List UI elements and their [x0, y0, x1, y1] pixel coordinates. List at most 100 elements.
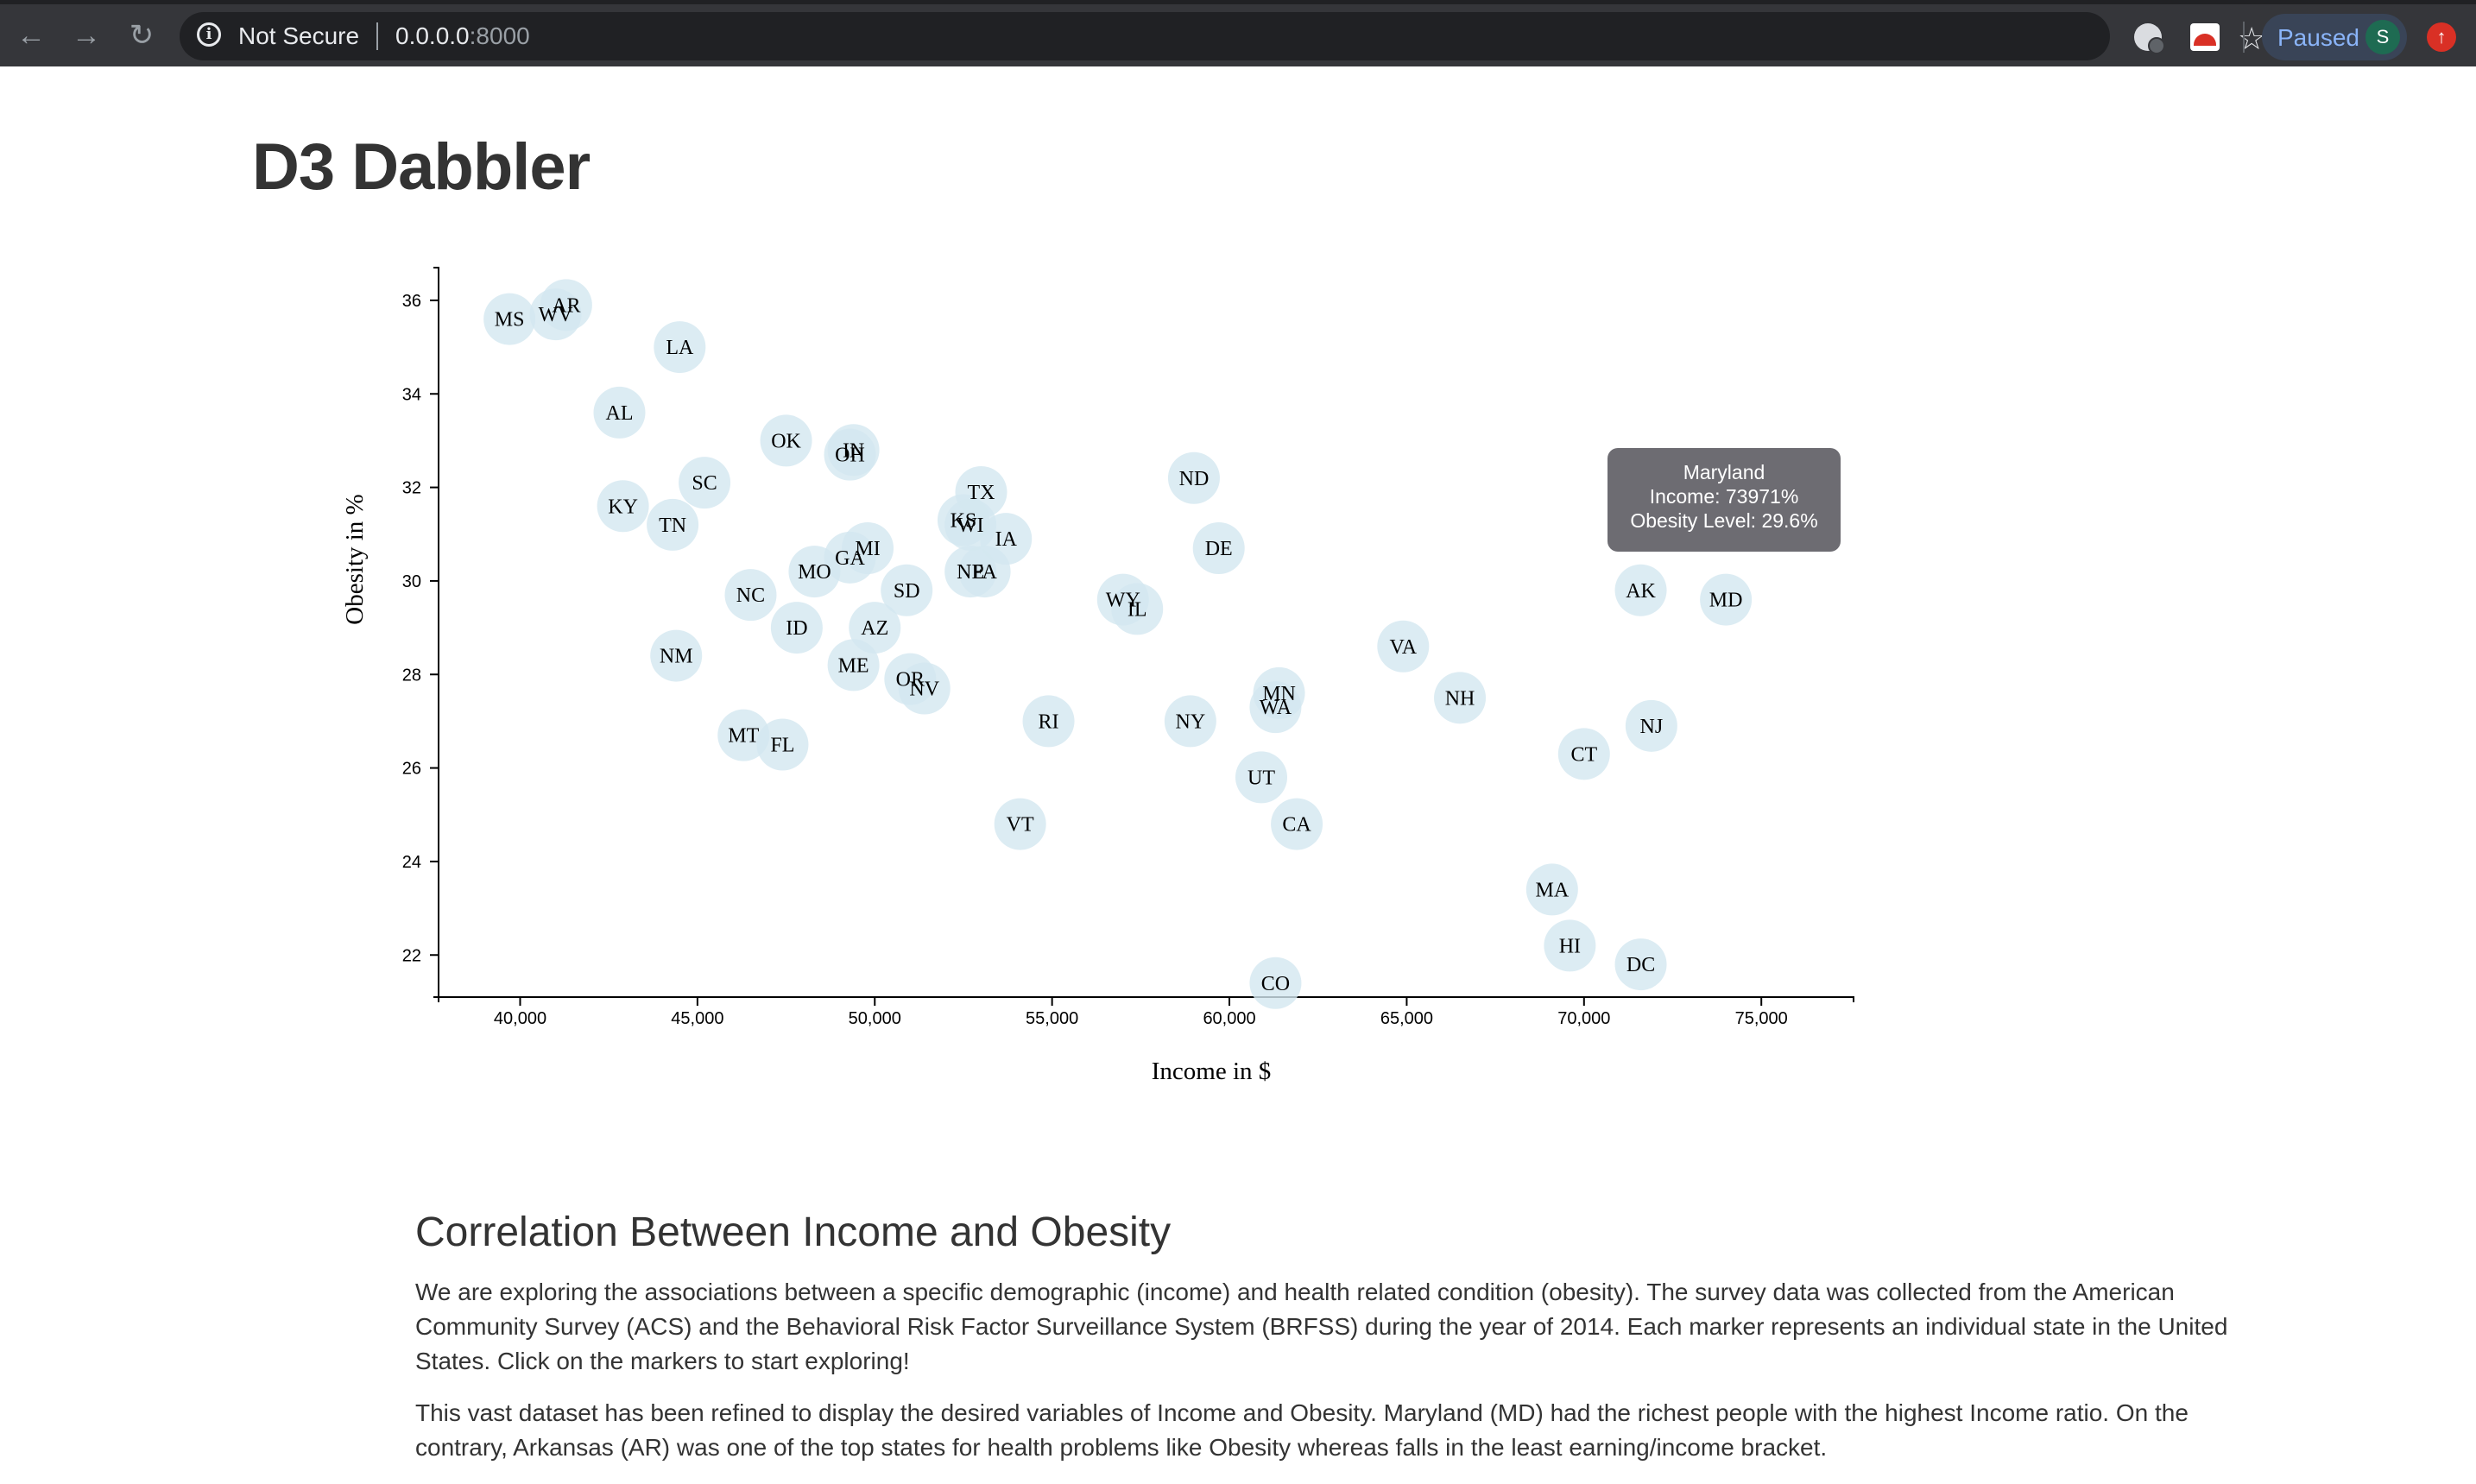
state-label: CO: [1261, 973, 1290, 995]
state-marker[interactable]: [654, 321, 706, 374]
address-bar[interactable]: i Not Secure 0.0.0.0:8000 ☆: [180, 12, 2265, 60]
state-marker[interactable]: [540, 279, 592, 332]
security-label[interactable]: Not Secure: [238, 22, 360, 49]
x-tick-label: 50,000: [849, 1009, 901, 1028]
reload-icon[interactable]: ↻: [129, 19, 155, 52]
state-label: AZ: [861, 617, 888, 640]
profile-button[interactable]: Paused S: [2262, 14, 2407, 60]
state-marker[interactable]: [1192, 522, 1245, 574]
state-marker[interactable]: [881, 564, 933, 616]
x-tick-label: 45,000: [671, 1009, 723, 1028]
state-marker[interactable]: [1525, 863, 1578, 916]
tooltip-state: Maryland: [1683, 461, 1765, 483]
x-tick-label: 60,000: [1203, 1009, 1255, 1028]
state-marker[interactable]: [994, 798, 1046, 850]
back-arrow-icon[interactable]: ←: [16, 18, 46, 52]
y-tick-label: 34: [402, 385, 421, 404]
info-icon[interactable]: i: [197, 22, 221, 47]
state-label: OR: [896, 669, 925, 691]
y-tick-label: 24: [402, 853, 421, 872]
state-label: OH: [835, 445, 865, 467]
state-marker[interactable]: [1614, 938, 1667, 991]
y-tick-label: 36: [402, 292, 421, 311]
state-marker[interactable]: [717, 709, 770, 761]
y-tick-label: 30: [402, 572, 421, 591]
state-marker[interactable]: [1434, 672, 1487, 724]
state-label: ME: [838, 654, 869, 677]
state-label: ND: [1179, 468, 1210, 490]
state-label: DC: [1626, 954, 1655, 976]
state-label: SD: [894, 580, 920, 603]
state-marker[interactable]: [760, 414, 812, 467]
y-axis-line: [433, 267, 439, 998]
state-marker[interactable]: [788, 546, 841, 598]
state-label: MO: [798, 561, 831, 584]
state-marker[interactable]: [650, 629, 703, 682]
x-tick-label: 65,000: [1380, 1009, 1433, 1028]
state-marker[interactable]: [1249, 681, 1302, 734]
state-marker[interactable]: [1111, 583, 1164, 635]
state-marker[interactable]: [756, 718, 809, 771]
state-label: MT: [728, 725, 759, 748]
state-label: LA: [666, 337, 694, 359]
state-label: WY: [1106, 590, 1140, 612]
state-label: DE: [1205, 538, 1233, 560]
state-label: ID: [786, 617, 807, 640]
state-tooltip: Maryland Income: 73971% Obesity Level: 2…: [1608, 448, 1841, 552]
state-label: TN: [659, 515, 686, 537]
extension-icon[interactable]: [2190, 23, 2220, 51]
state-marker[interactable]: [898, 662, 951, 715]
url-port: :8000: [469, 22, 530, 49]
state-label: WI: [957, 515, 984, 537]
extension-icon[interactable]: [2134, 23, 2165, 54]
state-label: AL: [605, 402, 633, 425]
browser-toolbar: ← → ↻ i Not Secure 0.0.0.0:8000 ☆ Paused…: [0, 0, 2476, 66]
state-marker[interactable]: [679, 457, 731, 509]
state-marker[interactable]: [1544, 919, 1596, 972]
state-marker[interactable]: [1167, 452, 1220, 504]
state-label: IL: [1127, 598, 1147, 621]
state-marker[interactable]: [483, 293, 536, 345]
x-tick-label: 75,000: [1735, 1009, 1788, 1028]
state-marker[interactable]: [1625, 699, 1677, 752]
x-tick-label: 40,000: [494, 1009, 546, 1028]
state-marker[interactable]: [1164, 695, 1216, 748]
x-tick-label: 70,000: [1557, 1009, 1610, 1028]
state-marker[interactable]: [1022, 695, 1075, 748]
state-label: MN: [1262, 683, 1296, 705]
state-label: KY: [608, 496, 638, 518]
state-marker[interactable]: [593, 386, 646, 439]
url-text[interactable]: 0.0.0.0:8000: [395, 22, 530, 50]
state-marker[interactable]: [824, 428, 876, 481]
state-marker[interactable]: [1700, 573, 1753, 626]
y-tick-label: 32: [402, 479, 421, 498]
state-label: WA: [1260, 697, 1292, 719]
state-marker[interactable]: [724, 569, 777, 622]
update-arrow-icon[interactable]: ↑: [2427, 22, 2456, 52]
state-marker[interactable]: [1557, 728, 1610, 780]
state-marker[interactable]: [1614, 564, 1667, 616]
state-marker[interactable]: [827, 639, 880, 691]
state-marker[interactable]: [647, 498, 699, 551]
state-marker[interactable]: [1271, 798, 1323, 850]
state-marker[interactable]: [1249, 957, 1302, 1009]
description-paragraph: This vast dataset has been refined to di…: [415, 1399, 2189, 1461]
y-tick-label: 28: [402, 666, 421, 685]
state-marker[interactable]: [958, 546, 1011, 598]
state-marker[interactable]: [597, 480, 649, 533]
tooltip-income: Income: 73971%: [1649, 485, 1799, 508]
description-paragraph: We are exploring the associations betwee…: [415, 1279, 2228, 1374]
state-label: NE: [957, 561, 984, 584]
forward-arrow-icon[interactable]: →: [72, 18, 101, 52]
state-label: NC: [736, 584, 765, 607]
state-marker[interactable]: [1377, 620, 1430, 673]
profile-status: Paused: [2277, 24, 2359, 51]
scatter-chart: 40,000 45,000 50,000 55,000 60,000 65,000 70,0…: [341, 267, 1854, 1085]
state-marker[interactable]: [770, 602, 823, 654]
state-marker[interactable]: [1235, 751, 1288, 804]
toolbar-separator: [2243, 22, 2245, 53]
state-label: CA: [1282, 814, 1311, 837]
section-heading: Correlation Between Income and Obesity: [415, 1209, 1172, 1255]
bookmark-star-icon[interactable]: ☆: [2238, 21, 2266, 56]
state-label: NH: [1445, 687, 1475, 710]
